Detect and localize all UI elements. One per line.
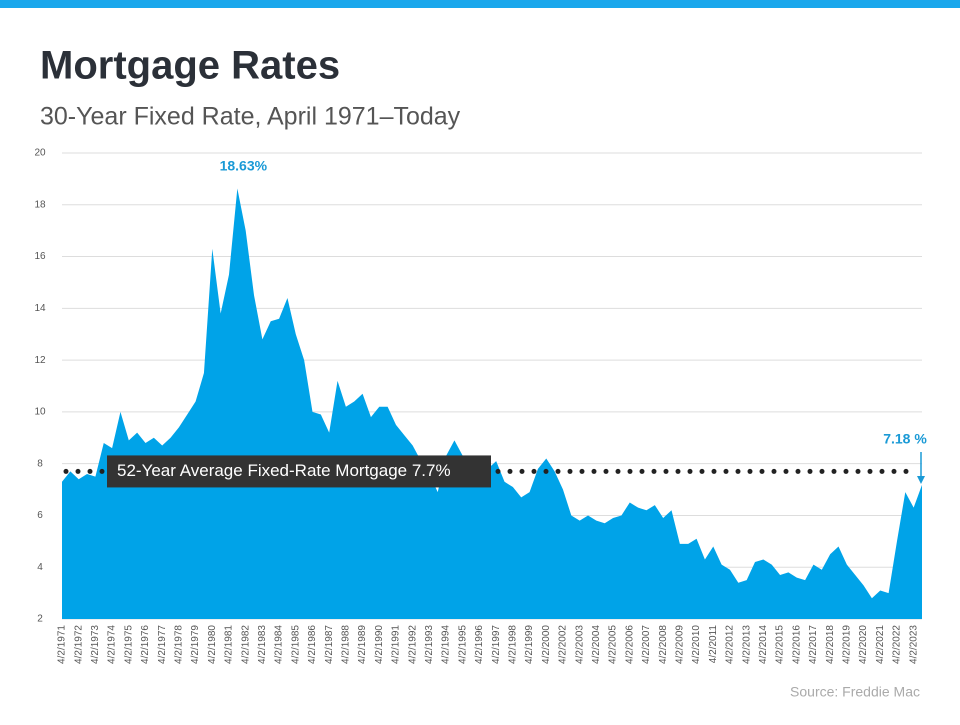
x-tick-label: 4/2/1982 <box>240 625 251 664</box>
x-tick-label: 4/2/1990 <box>374 625 385 664</box>
source: Source: Freddie Mac <box>790 684 920 700</box>
y-tick-label: 6 <box>37 510 43 521</box>
y-tick-label: 16 <box>34 251 46 262</box>
x-tick-label: 4/2/1986 <box>307 625 318 664</box>
x-tick-label: 4/2/1979 <box>190 625 201 664</box>
x-tick-label: 4/2/1997 <box>491 625 502 664</box>
x-tick-label: 4/2/1971 <box>57 625 68 664</box>
x-tick-label: 4/2/1972 <box>73 625 84 664</box>
average-label: 52-Year Average Fixed-Rate Mortgage 7.7% <box>117 461 451 480</box>
x-tick-label: 4/2/1984 <box>274 625 285 664</box>
x-tick-label: 4/2/1985 <box>290 625 301 664</box>
x-tick-label: 4/2/2005 <box>608 625 619 664</box>
current-annotation: 7.18 % <box>883 431 927 447</box>
x-tick-label: 4/2/2016 <box>791 625 802 664</box>
x-tick-label: 4/2/2000 <box>541 625 552 664</box>
x-tick-label: 4/2/1981 <box>224 625 235 664</box>
x-tick-label: 4/2/1992 <box>407 625 418 664</box>
x-tick-label: 4/2/1988 <box>341 625 352 664</box>
top-bar <box>0 0 960 8</box>
average-label-box <box>107 455 491 488</box>
y-tick-label: 20 <box>34 148 46 159</box>
x-tick-label: 4/2/2017 <box>808 625 819 664</box>
x-tick-label: 4/2/1994 <box>441 625 452 664</box>
x-tick-label: 4/2/1976 <box>140 625 151 664</box>
x-tick-label: 4/2/1995 <box>457 625 468 664</box>
y-tick-label: 10 <box>34 407 46 418</box>
y-tick-label: 2 <box>37 614 43 625</box>
x-tick-label: 4/2/1993 <box>424 625 435 664</box>
x-tick-label: 4/2/1996 <box>474 625 485 664</box>
x-tick-label: 4/2/1998 <box>508 625 519 664</box>
x-tick-label: 4/2/2013 <box>741 625 752 664</box>
chart-subtitle: 30-Year Fixed Rate, April 1971–Today <box>40 103 461 131</box>
y-tick-label: 18 <box>34 199 46 210</box>
chart-title: Mortgage Rates <box>40 44 340 88</box>
peak-annotation: 18.63% <box>220 158 268 174</box>
x-tick-label: 4/2/1991 <box>391 625 402 664</box>
x-tick-label: 4/2/1989 <box>357 625 368 664</box>
x-tick-label: 4/2/2015 <box>775 625 786 664</box>
x-tick-label: 4/2/1974 <box>107 625 118 664</box>
x-tick-label: 4/2/2002 <box>558 625 569 664</box>
area <box>62 188 922 619</box>
x-tick-label: 4/2/2003 <box>574 625 585 664</box>
x-tick-label: 4/2/2020 <box>858 625 869 664</box>
x-tick-label: 4/2/1980 <box>207 625 218 664</box>
x-tick-label: 4/2/1973 <box>90 625 101 664</box>
y-tick-label: 8 <box>37 458 43 469</box>
x-tick-label: 4/2/2004 <box>591 625 602 664</box>
x-tick-label: 4/2/2009 <box>675 625 686 664</box>
x-tick-label: 4/2/2021 <box>875 625 886 664</box>
x-tick-label: 4/2/1978 <box>174 625 185 664</box>
x-tick-label: 4/2/1999 <box>524 625 535 664</box>
y-tick-label: 14 <box>34 303 46 314</box>
x-tick-label: 4/2/1987 <box>324 625 335 664</box>
x-tick-label: 4/2/1983 <box>257 625 268 664</box>
x-tick-label: 4/2/2006 <box>624 625 635 664</box>
arrow-head <box>917 476 925 484</box>
x-tick-label: 4/2/2007 <box>641 625 652 664</box>
y-tick-label: 12 <box>34 355 46 366</box>
x-tick-label: 4/2/2014 <box>758 625 769 664</box>
x-tick-label: 4/2/2010 <box>691 625 702 664</box>
x-tick-label: 4/2/2019 <box>841 625 852 664</box>
x-tick-label: 4/2/2012 <box>725 625 736 664</box>
x-tick-label: 4/2/2022 <box>892 625 903 664</box>
x-tick-label: 4/2/2008 <box>658 625 669 664</box>
x-tick-label: 4/2/1975 <box>123 625 134 664</box>
x-tick-label: 4/2/2023 <box>908 625 919 664</box>
y-tick-label: 4 <box>37 562 43 573</box>
x-tick-label: 4/2/2018 <box>825 625 836 664</box>
x-tick-label: 4/2/2011 <box>708 625 719 664</box>
x-tick-label: 4/2/1977 <box>157 625 168 664</box>
